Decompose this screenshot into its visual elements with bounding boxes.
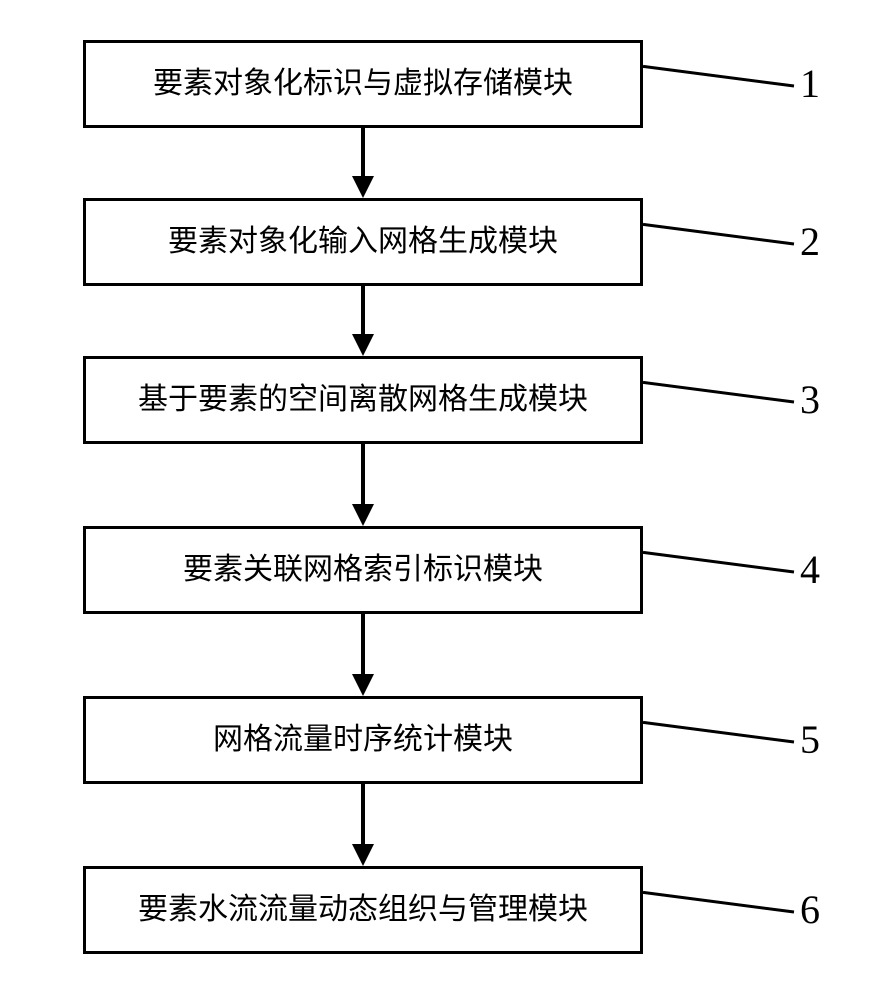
node-text: 要素水流流量动态组织与管理模块: [138, 892, 588, 928]
flowchart-node: 要素水流流量动态组织与管理模块: [83, 866, 643, 954]
leader-line: [0, 0, 885, 1000]
arrowhead-icon: [352, 504, 374, 526]
node-number-label: 1: [800, 60, 820, 107]
node-number-label: 3: [800, 376, 820, 423]
flowchart-node: 要素关联网格索引标识模块: [83, 526, 643, 614]
arrowhead-icon: [352, 334, 374, 356]
node-text: 要素关联网格索引标识模块: [183, 552, 543, 588]
leader-line: [0, 0, 885, 1000]
node-number-label: 5: [800, 716, 820, 763]
flowchart-node: 基于要素的空间离散网格生成模块: [83, 356, 643, 444]
node-number-label: 6: [800, 886, 820, 933]
arrowhead-icon: [352, 844, 374, 866]
leader-line: [0, 0, 885, 1000]
node-text: 要素对象化输入网格生成模块: [168, 224, 558, 260]
leader-line: [0, 0, 885, 1000]
flowchart-node: 要素对象化标识与虚拟存储模块: [83, 40, 643, 128]
node-text: 要素对象化标识与虚拟存储模块: [153, 66, 573, 102]
node-number-label: 2: [800, 218, 820, 265]
node-text: 网格流量时序统计模块: [213, 722, 513, 758]
flowchart-node: 网格流量时序统计模块: [83, 696, 643, 784]
leader-line: [0, 0, 885, 1000]
node-text: 基于要素的空间离散网格生成模块: [138, 382, 588, 418]
flowchart-node: 要素对象化输入网格生成模块: [83, 198, 643, 286]
flowchart-canvas: 要素对象化标识与虚拟存储模块要素对象化输入网格生成模块基于要素的空间离散网格生成…: [0, 0, 885, 1000]
arrowhead-icon: [352, 176, 374, 198]
leader-line: [0, 0, 885, 1000]
arrowhead-icon: [352, 674, 374, 696]
node-number-label: 4: [800, 546, 820, 593]
